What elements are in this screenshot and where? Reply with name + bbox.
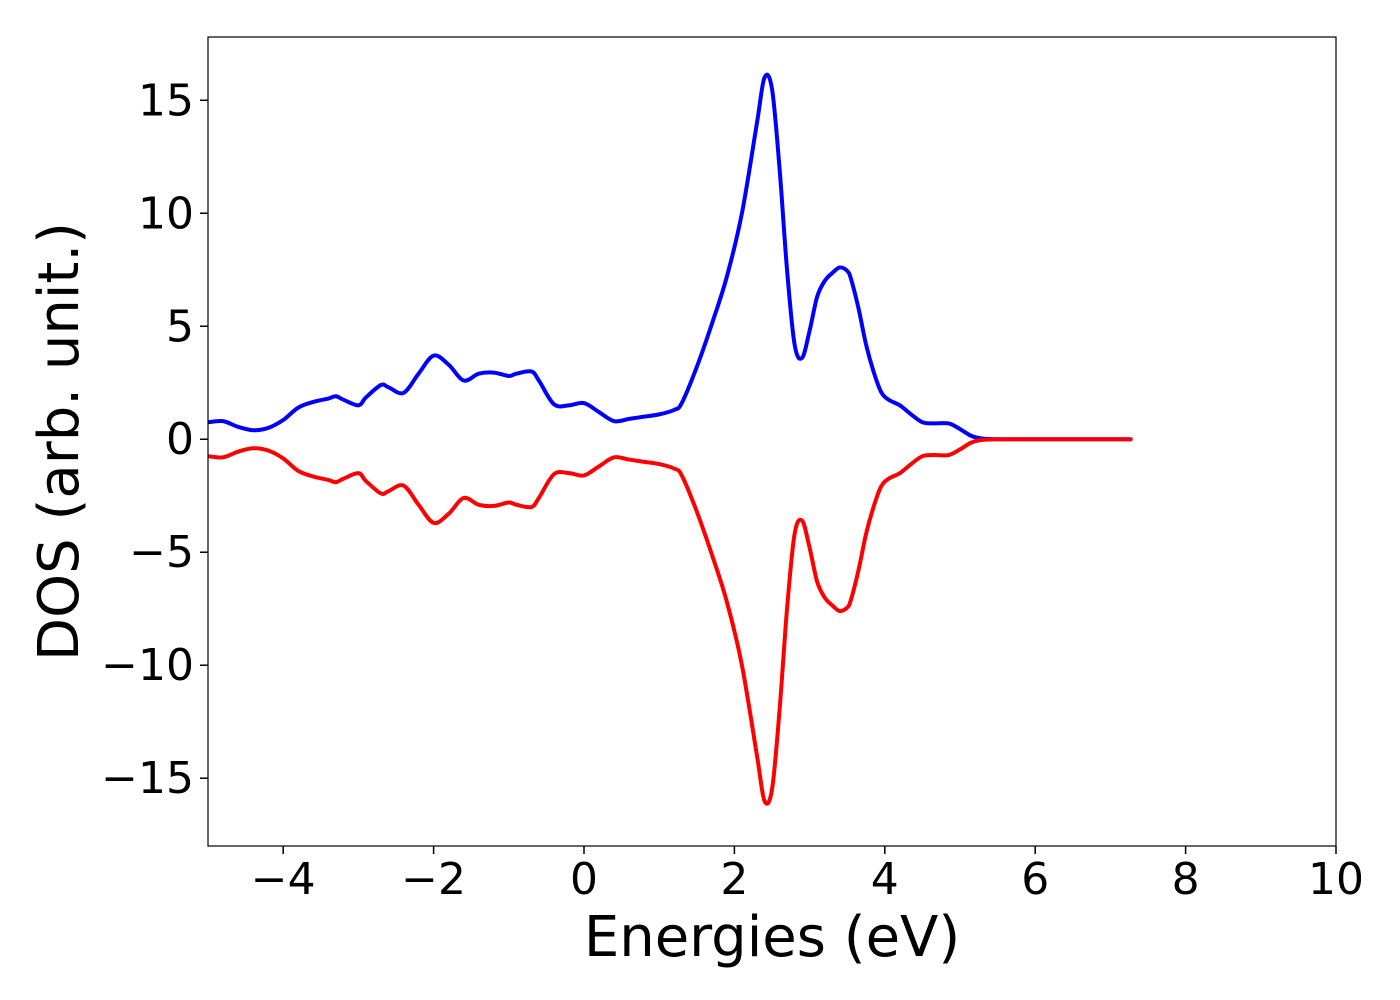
x-tick-label: 4 [871, 854, 899, 905]
y-axis-label: DOS (arb. unit.) [27, 222, 92, 661]
y-tick-label: 5 [166, 301, 194, 352]
x-tick-label: −4 [251, 854, 316, 905]
x-tick-label: −2 [401, 854, 466, 905]
x-axis: −4 −2 0 2 4 6 8 10 [251, 846, 1364, 905]
x-tick-label: 0 [570, 854, 598, 905]
y-tick-label: −10 [101, 640, 194, 691]
y-tick-label: −15 [101, 753, 194, 804]
y-tick-label: 10 [138, 188, 194, 239]
series-layer [208, 72, 1133, 806]
x-tick-label: 8 [1172, 854, 1200, 905]
x-tick-label: 10 [1308, 854, 1364, 905]
y-tick-label: −5 [129, 527, 194, 578]
y-tick-label: 15 [138, 75, 194, 126]
plot-frame [207, 36, 1337, 847]
x-tick-label: 2 [720, 854, 748, 905]
series-line-red [208, 437, 1133, 806]
series-line-blue [208, 72, 1133, 442]
x-axis-label: Energies (eV) [584, 905, 960, 970]
y-tick-label: 0 [166, 414, 194, 465]
x-tick-label: 6 [1021, 854, 1049, 905]
y-axis: −15 −10 −5 0 5 10 15 [101, 75, 208, 804]
